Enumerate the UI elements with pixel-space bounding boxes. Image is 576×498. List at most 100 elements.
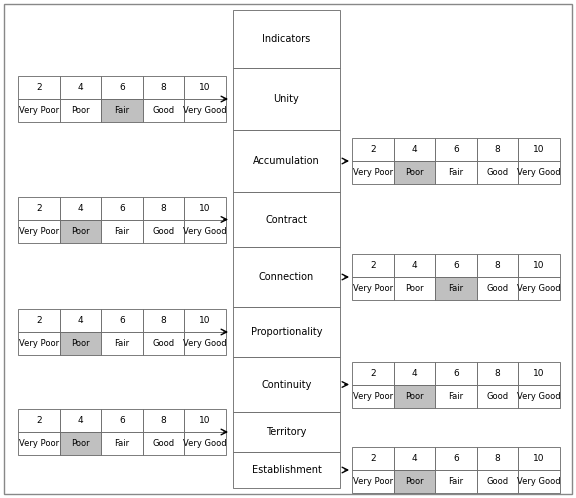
Text: Unity: Unity	[274, 94, 300, 104]
Text: 6: 6	[453, 261, 459, 270]
Bar	[518, 362, 560, 384]
Text: 4: 4	[412, 261, 417, 270]
Bar	[143, 220, 184, 243]
Text: Poor: Poor	[405, 477, 424, 486]
Text: Good: Good	[153, 339, 175, 348]
Text: 2: 2	[370, 369, 376, 377]
Bar	[233, 452, 340, 488]
Bar	[101, 197, 143, 220]
Text: 6: 6	[119, 204, 125, 213]
Text: Fair: Fair	[449, 391, 464, 400]
Bar	[59, 220, 101, 243]
Text: 4: 4	[412, 454, 417, 463]
Text: 4: 4	[412, 369, 417, 377]
Bar	[435, 447, 477, 470]
Bar	[477, 362, 518, 384]
Bar	[393, 138, 435, 161]
Text: 10: 10	[533, 145, 545, 154]
Text: Good: Good	[153, 227, 175, 236]
Text: Fair: Fair	[115, 227, 130, 236]
Bar	[352, 384, 393, 407]
Text: Poor: Poor	[71, 227, 90, 236]
Text: Very Good: Very Good	[183, 439, 227, 448]
Bar	[59, 76, 101, 99]
Text: 6: 6	[453, 145, 459, 154]
Bar	[477, 138, 518, 161]
Bar	[477, 470, 518, 493]
Text: 4: 4	[78, 83, 83, 92]
Text: 2: 2	[370, 454, 376, 463]
Bar	[143, 76, 184, 99]
Bar	[393, 384, 435, 407]
Text: 4: 4	[78, 204, 83, 213]
Text: 2: 2	[36, 316, 41, 325]
Bar	[18, 76, 59, 99]
Bar	[18, 432, 59, 455]
Text: 4: 4	[78, 316, 83, 325]
Text: Good: Good	[487, 284, 509, 293]
Bar	[393, 254, 435, 277]
Bar	[233, 357, 340, 412]
Bar	[59, 197, 101, 220]
Text: 6: 6	[453, 454, 459, 463]
Bar	[393, 362, 435, 384]
Bar	[184, 409, 226, 432]
Bar	[233, 307, 340, 357]
Text: 2: 2	[36, 83, 41, 92]
Text: Very Poor: Very Poor	[19, 227, 59, 236]
Bar	[184, 76, 226, 99]
Text: 8: 8	[161, 83, 166, 92]
Text: Fair: Fair	[449, 284, 464, 293]
Bar	[18, 409, 59, 432]
Bar	[18, 99, 59, 122]
Text: Very Poor: Very Poor	[353, 168, 393, 177]
Text: Very Poor: Very Poor	[353, 391, 393, 400]
Bar	[393, 161, 435, 184]
Bar	[18, 309, 59, 332]
Bar	[101, 76, 143, 99]
Bar	[352, 447, 393, 470]
Text: 4: 4	[412, 145, 417, 154]
Bar	[143, 409, 184, 432]
Text: Good: Good	[153, 439, 175, 448]
Text: Very Poor: Very Poor	[19, 439, 59, 448]
Text: 10: 10	[199, 416, 211, 425]
Bar	[435, 470, 477, 493]
Text: Poor: Poor	[71, 106, 90, 115]
Bar	[101, 220, 143, 243]
Bar	[477, 447, 518, 470]
Bar	[435, 254, 477, 277]
Text: Good: Good	[487, 477, 509, 486]
Text: Accumulation: Accumulation	[253, 156, 320, 166]
Bar	[143, 309, 184, 332]
Bar	[233, 192, 340, 247]
Bar	[233, 412, 340, 452]
Text: 8: 8	[495, 454, 501, 463]
Text: 6: 6	[453, 369, 459, 377]
Bar	[143, 197, 184, 220]
Text: 8: 8	[161, 204, 166, 213]
Text: Good: Good	[487, 391, 509, 400]
Bar	[101, 409, 143, 432]
Text: Fair: Fair	[115, 339, 130, 348]
Text: 8: 8	[495, 261, 501, 270]
Text: 10: 10	[533, 454, 545, 463]
Bar	[184, 197, 226, 220]
Bar	[143, 99, 184, 122]
Text: 8: 8	[495, 369, 501, 377]
Bar	[352, 470, 393, 493]
Bar	[233, 68, 340, 130]
Text: 10: 10	[199, 83, 211, 92]
Text: 2: 2	[370, 261, 376, 270]
Bar	[233, 247, 340, 307]
Text: 10: 10	[199, 204, 211, 213]
Bar	[101, 309, 143, 332]
Text: Poor: Poor	[405, 168, 424, 177]
Bar	[518, 470, 560, 493]
Text: Continuity: Continuity	[262, 379, 312, 389]
Text: Fair: Fair	[449, 168, 464, 177]
Text: 10: 10	[199, 316, 211, 325]
Bar	[59, 409, 101, 432]
Bar	[352, 362, 393, 384]
Text: Very Poor: Very Poor	[353, 477, 393, 486]
